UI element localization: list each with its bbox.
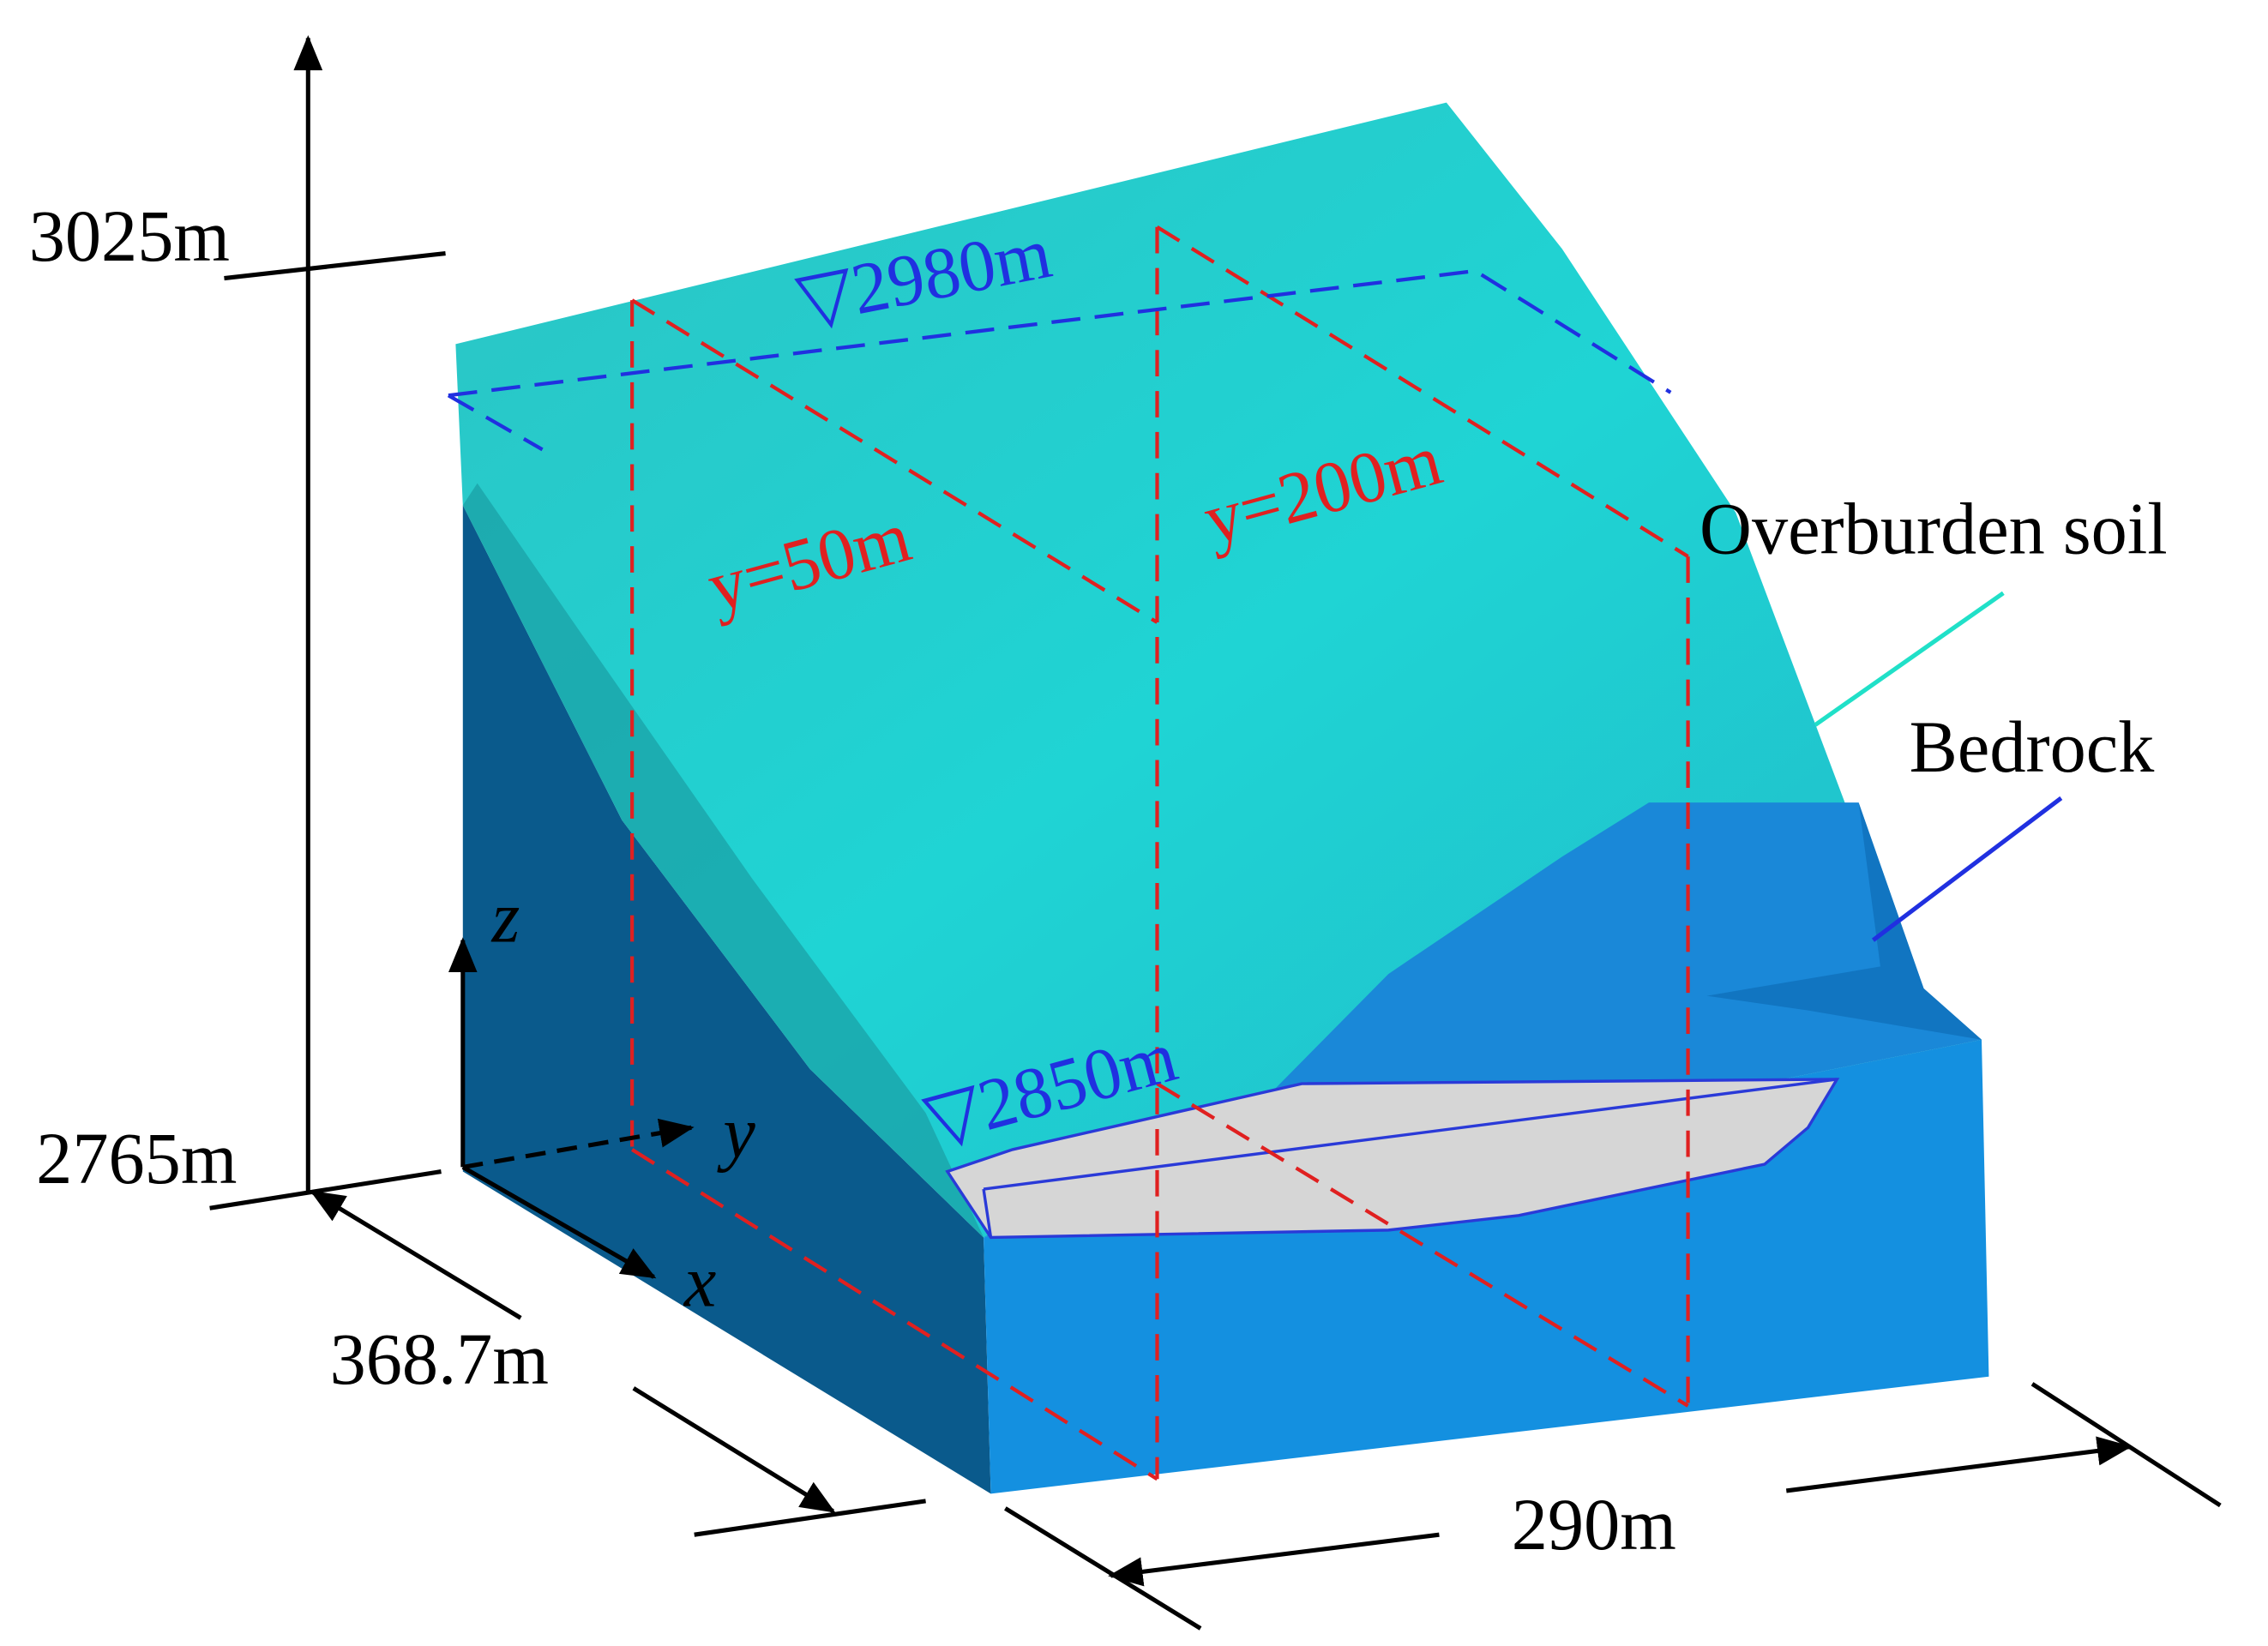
legend-label: Overburden soil (1699, 489, 2168, 570)
bedrock-step (1706, 802, 1982, 1040)
elevation-axis (209, 34, 446, 1210)
elevation-label: 2765m (36, 1119, 237, 1200)
dimension-label: 290m (1512, 1485, 1676, 1566)
reservoir-edge (982, 1188, 993, 1238)
legend-label: Bedrock (1910, 707, 2155, 789)
elevation-label: 3025m (29, 196, 230, 278)
water-level-line (447, 268, 1672, 452)
axis-label: z (491, 877, 520, 958)
reservoir (945, 1078, 1840, 1240)
dimension-lines (310, 1190, 2222, 1631)
coordinate-axes (448, 937, 695, 1279)
dimension-label: 368.7m (330, 1319, 549, 1401)
section-lines (630, 225, 1690, 1481)
reservoir-edge (983, 1078, 1838, 1191)
axis-label: x (683, 1241, 717, 1323)
left-face (462, 505, 991, 1494)
axis-label: y (716, 1092, 755, 1174)
leader-line (1871, 796, 2063, 942)
leader-line (1814, 591, 2005, 727)
slope-strip (462, 483, 984, 1238)
